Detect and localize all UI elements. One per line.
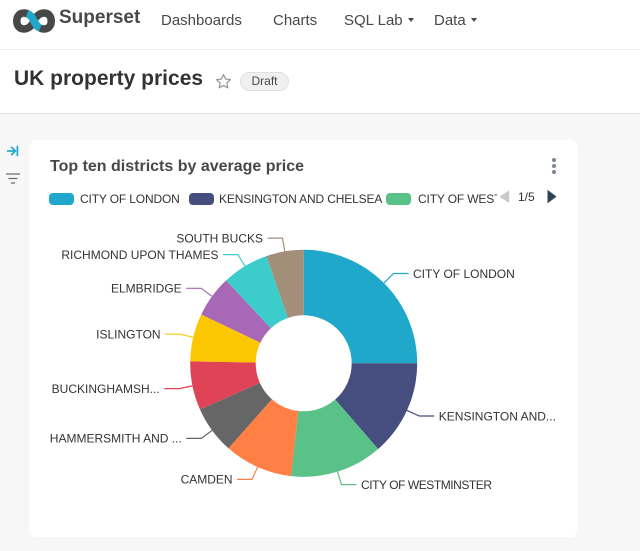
- svg-text:BUCKINGHAMSH...: BUCKINGHAMSH...: [52, 382, 160, 396]
- svg-text:CITY OF LONDON: CITY OF LONDON: [413, 267, 515, 281]
- svg-text:CAMDEN: CAMDEN: [181, 473, 233, 487]
- svg-text:SOUTH BUCKS: SOUTH BUCKS: [176, 231, 263, 245]
- svg-text:ELMBRIDGE: ELMBRIDGE: [111, 282, 182, 296]
- svg-text:ISLINGTON: ISLINGTON: [96, 328, 160, 342]
- svg-text:HAMMERSMITH AND ...: HAMMERSMITH AND ...: [50, 432, 182, 446]
- svg-text:KENSINGTON AND...: KENSINGTON AND...: [439, 409, 556, 423]
- svg-text:RICHMOND UPON THAMES: RICHMOND UPON THAMES: [61, 248, 218, 262]
- svg-text:CITY OF WESTMINSTER: CITY OF WESTMINSTER: [361, 478, 492, 492]
